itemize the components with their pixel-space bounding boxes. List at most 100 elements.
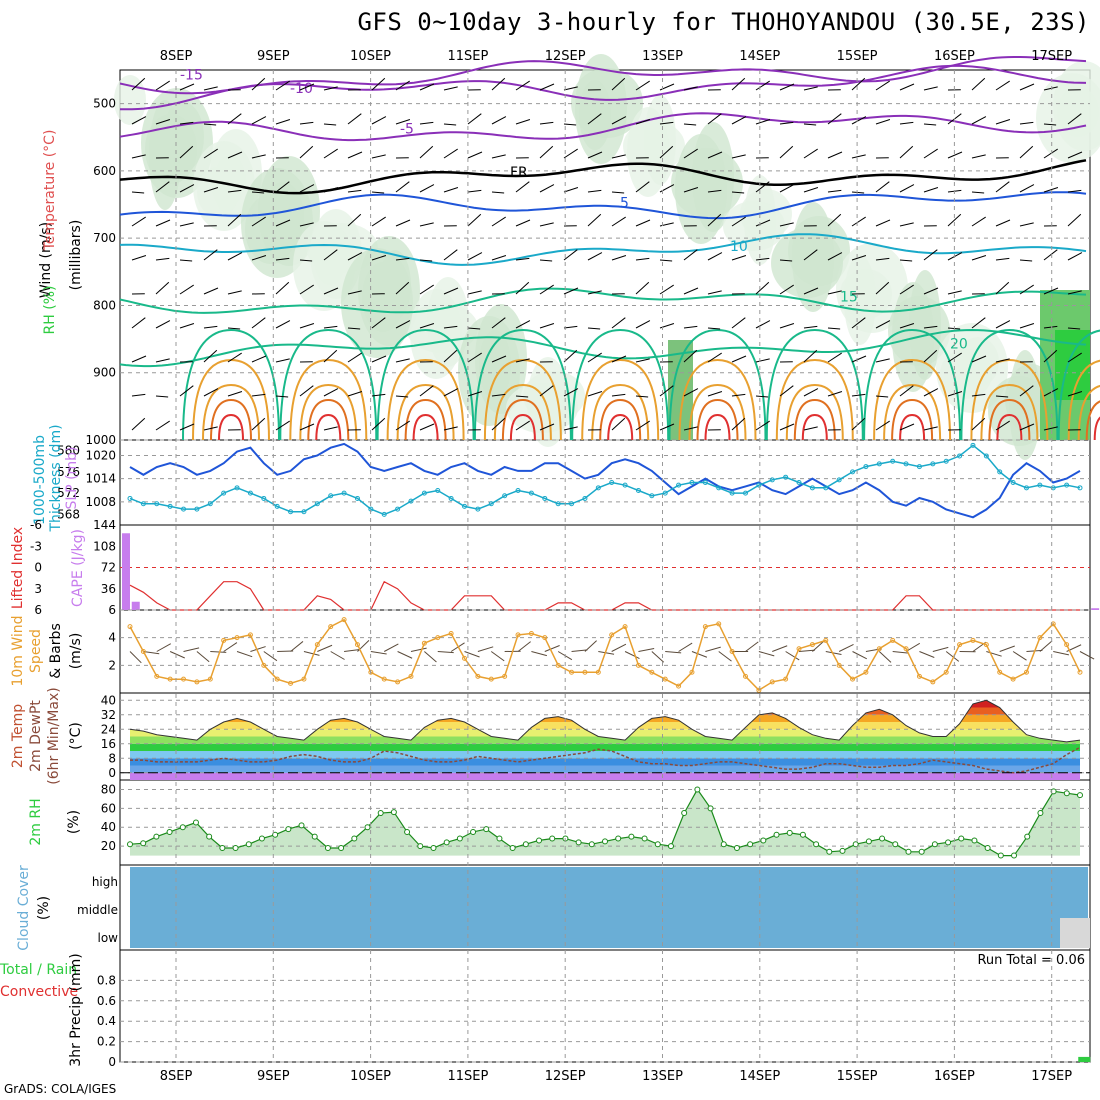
thickness-point [916,464,922,470]
warm-contour [980,383,1039,441]
wind-barb [755,320,771,329]
day-label-bottom: 11SEP [447,1069,488,1084]
wind-barb [683,349,698,363]
chart-title: GFS 0~10day 3-hourly for THOHOYANDOU (30… [357,8,1090,36]
ylabel-minmax: (6hr Min/Max) [46,687,62,784]
rh-point [377,810,384,817]
ylabel-precip-total: Total / Rain [0,962,77,978]
wind-barb [659,145,674,159]
wind-barb [443,426,458,431]
wind10m-point [395,679,401,685]
ylabel-wind10m-3: & Barbs [48,623,64,679]
temp-tick: 8 [108,751,116,765]
rh-point [272,831,279,838]
rh-point [285,826,292,833]
rh-shade [579,80,611,150]
wind-barb [803,325,818,329]
wind-barb [851,77,866,91]
wind-tick: 2 [108,658,116,672]
ylabel-pressure: (millibars) [68,220,84,291]
wind10m-point [582,669,588,675]
wind10m-point [903,646,909,652]
wind-barb [131,191,145,194]
panel-frame-slp [119,439,1091,526]
day-label-top: 14SEP [739,49,780,64]
wind-barb [1019,322,1035,329]
wind10m-point [314,642,320,648]
wind10m-point [528,631,534,637]
wind-barb [179,284,194,295]
wind10m-barb [691,651,708,658]
isotherm-label: 20 [950,337,968,353]
rh-point [483,826,490,833]
wind-barb [803,186,819,193]
day-label-bottom: 13SEP [642,1069,683,1084]
cape-tick: 108 [93,539,116,553]
wind-barb [779,259,793,262]
wind-barb [203,186,219,193]
wind-barb [467,113,482,125]
wind-barb [1043,287,1059,295]
wind-barb [347,113,362,125]
wind-barb [659,423,675,431]
wind-barb [443,325,458,329]
wind-barb [251,393,266,397]
wind10m-point [515,632,521,638]
wind10m-barb [838,644,854,652]
cape-bar [1091,608,1100,610]
wind10m-barb [892,651,909,654]
wind-barb [563,86,578,91]
warm-contour [607,413,634,441]
wind10m-barb [571,649,588,652]
wind-barb [515,118,531,125]
wind-barb [299,222,314,227]
thickness-point [1023,485,1029,491]
wind-barb [227,290,242,295]
wind-barb [971,355,987,363]
wind-barb [1067,352,1082,363]
wind-barb [755,118,771,125]
wind-barb [563,287,579,295]
wind-barb [371,317,386,329]
day-label-bottom: 15SEP [837,1069,878,1084]
wind-barb [299,284,314,295]
temp-band [130,707,1080,715]
wind-barb [995,395,1009,398]
thickness-point [702,480,708,485]
warm-contour [704,413,731,441]
wind10m-barb [665,651,682,654]
wind10m-barb [798,649,815,652]
warm-contour [1085,400,1100,441]
thickness-point [595,485,601,491]
wind-barb [731,191,745,194]
rh-point [140,840,147,847]
day-label-bottom: 14SEP [739,1069,780,1084]
thickness-point [983,453,989,459]
wind-barb [491,317,506,329]
wind-barb [347,327,361,330]
wind10m-point [488,676,494,682]
wind10m-point [997,669,1003,675]
ylabel-precip: 3hr Precip (mm) [68,953,84,1066]
wind-barb [707,213,722,227]
wind10m-barb [624,651,640,659]
wind10m-point [1023,669,1029,675]
thickness-point [354,495,360,501]
wind-barb [659,121,674,125]
wind-barb [683,148,698,159]
wind-barb [395,320,411,329]
day-label-top: 12SEP [545,49,586,64]
wind-barb [779,284,794,295]
wind-barb [923,86,938,91]
wind-barb [899,322,915,329]
wind-barb [539,284,554,295]
wind10m-barb [344,649,361,652]
li-tick: 3 [34,582,42,596]
wind-barb [923,325,938,329]
wind-barb [1019,184,1035,193]
temp-band [130,751,1080,759]
rh-tick: 80 [101,782,116,796]
rh-point [799,831,806,838]
wind-barb [1043,86,1058,91]
wind-barb [803,148,818,159]
